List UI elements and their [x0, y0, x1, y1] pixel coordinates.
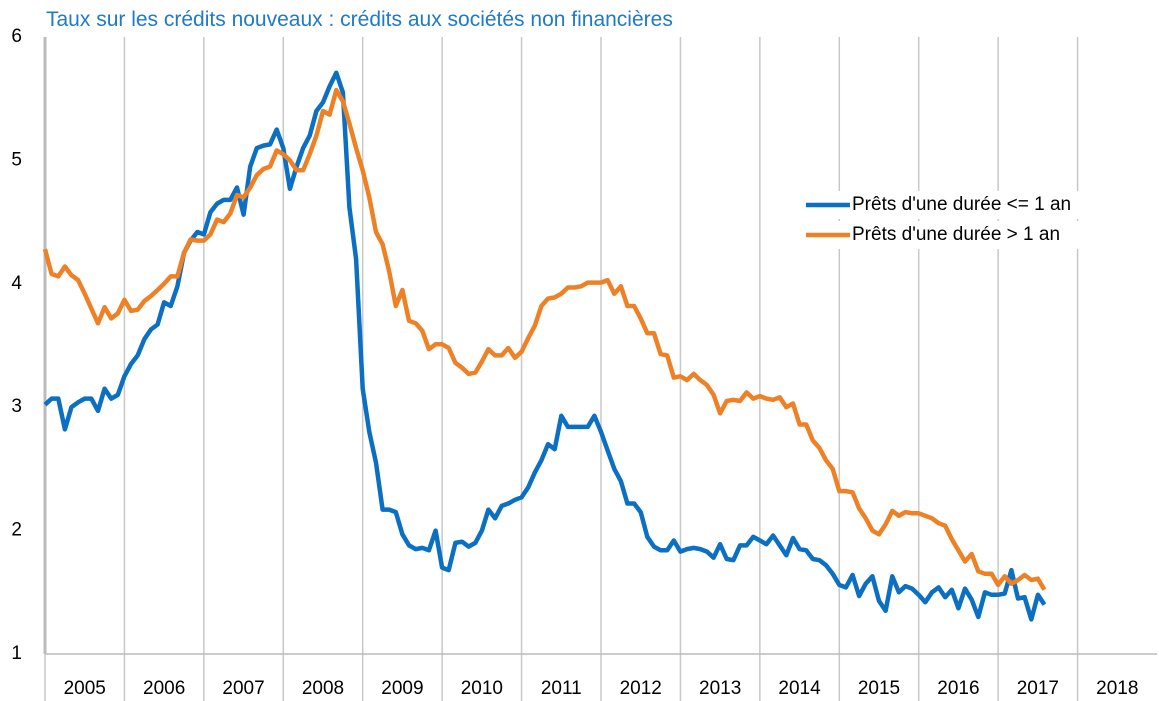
x-tick-label: 2013	[699, 678, 741, 699]
x-tick-label: 2011	[541, 678, 582, 699]
y-tick-label: 1	[11, 643, 22, 664]
series-line	[43, 70, 1047, 622]
x-tick-label: 2009	[381, 678, 423, 699]
x-tick-label: 2005	[64, 678, 106, 699]
y-tick-label: 5	[11, 149, 22, 170]
y-tick-label: 3	[11, 396, 22, 417]
x-tick-label: 2006	[143, 678, 185, 699]
x-tick-label: 2008	[302, 678, 344, 699]
legend-label: Prêts d'une durée > 1 an	[852, 224, 1060, 245]
x-tick-label: 2014	[778, 678, 821, 699]
x-tick-label: 2015	[858, 678, 900, 699]
y-tick-label: 6	[11, 26, 22, 47]
x-tick-label: 2016	[937, 678, 979, 699]
y-tick-label: 4	[11, 273, 22, 294]
x-tick-label: 2012	[620, 678, 662, 699]
x-tick-label: 2007	[222, 678, 264, 699]
chart-title: Taux sur les crédits nouveaux : crédits …	[46, 8, 673, 31]
legend-bg	[802, 191, 1157, 219]
legend-label: Prêts d'une durée <= 1 an	[852, 194, 1071, 215]
x-tick-label: 2017	[1017, 678, 1059, 699]
x-tick-label: 2018	[1096, 678, 1138, 699]
legend-bg	[802, 221, 1157, 249]
series-line	[42, 87, 1047, 591]
x-tick-label: 2010	[461, 678, 503, 699]
y-tick-label: 2	[11, 520, 22, 541]
